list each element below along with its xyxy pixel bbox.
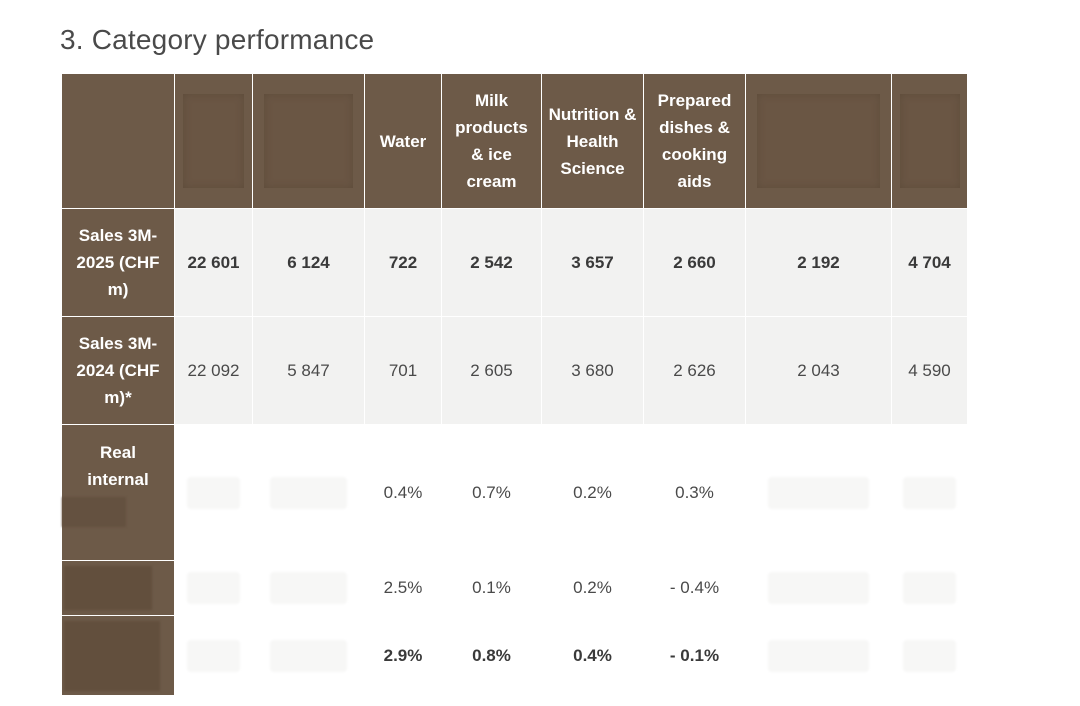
- table-cell: - 0.4%: [643, 560, 746, 616]
- table-cell: 4 704: [891, 208, 968, 317]
- table-cell: [891, 560, 968, 616]
- table-cell: [252, 615, 365, 696]
- header-hidden-3: [745, 73, 892, 209]
- table-cell: 0.3%: [643, 424, 746, 561]
- table-cell: 2.5%: [364, 560, 442, 616]
- header-water: Water: [364, 73, 442, 209]
- table-cell: [745, 615, 892, 696]
- table-cell: 701: [364, 316, 442, 425]
- header-hidden-4: [891, 73, 968, 209]
- table-cell: 0.2%: [541, 560, 644, 616]
- table-cell: 2 043: [745, 316, 892, 425]
- table-cell: 2 192: [745, 208, 892, 317]
- table-cell: - 0.1%: [643, 615, 746, 696]
- header-corner: [61, 73, 175, 209]
- table-cell: 0.8%: [441, 615, 542, 696]
- table-cell: [891, 424, 968, 561]
- table-cell: 2 605: [441, 316, 542, 425]
- table-cell: 5 847: [252, 316, 365, 425]
- page-title: 3. Category performance: [60, 24, 375, 55]
- table-cell: 0.4%: [364, 424, 442, 561]
- header-row: Water Milk products & ice cream Nutritio…: [61, 73, 968, 209]
- header-milk-products: Milk products & ice cream: [441, 73, 542, 209]
- table-cell: 2 542: [441, 208, 542, 317]
- table-row: Sales 3M- 2024 (CHF m)* 22 092 5 847 701…: [61, 316, 968, 425]
- table-cell: [891, 615, 968, 696]
- table-cell: 2 660: [643, 208, 746, 317]
- row-label-sales-2024: Sales 3M- 2024 (CHF m)*: [61, 316, 175, 425]
- redacted-label: [62, 497, 126, 527]
- header-prepared-dishes: Prepared dishes & cooking aids: [643, 73, 746, 209]
- table-cell: [252, 560, 365, 616]
- header-hidden-1: [174, 73, 253, 209]
- table-row: Sales 3M- 2025 (CHF m) 22 601 6 124 722 …: [61, 208, 968, 317]
- row-label-real-internal: Real internal: [61, 424, 175, 561]
- row-label-sales-2025: Sales 3M- 2025 (CHF m): [61, 208, 175, 317]
- table-cell: 722: [364, 208, 442, 317]
- header-hidden-2: [252, 73, 365, 209]
- table-cell: 22 092: [174, 316, 253, 425]
- table-row: 2.9% 0.8% 0.4% - 0.1%: [61, 615, 968, 696]
- table-cell: [252, 424, 365, 561]
- table-cell: 0.7%: [441, 424, 542, 561]
- table-cell: 0.1%: [441, 560, 542, 616]
- table-row: 2.5% 0.1% 0.2% - 0.4%: [61, 560, 968, 616]
- category-performance-table: Water Milk products & ice cream Nutritio…: [61, 73, 968, 696]
- row-label-redacted: [61, 615, 175, 696]
- table-cell: [174, 615, 253, 696]
- table-cell: 0.2%: [541, 424, 644, 561]
- table-cell: 3 680: [541, 316, 644, 425]
- table-cell: 0.4%: [541, 615, 644, 696]
- table-cell: 6 124: [252, 208, 365, 317]
- header-nutrition: Nutrition & Health Science: [541, 73, 644, 209]
- table-cell: 2 626: [643, 316, 746, 425]
- table-cell: 4 590: [891, 316, 968, 425]
- table-cell: [745, 424, 892, 561]
- table-cell: 3 657: [541, 208, 644, 317]
- table-cell: [174, 560, 253, 616]
- table-cell: [174, 424, 253, 561]
- table-cell: 2.9%: [364, 615, 442, 696]
- table-cell: [745, 560, 892, 616]
- row-label-redacted: [61, 560, 175, 616]
- table-cell: 22 601: [174, 208, 253, 317]
- table-row: Real internal 0.4% 0.7% 0.2% 0.3%: [61, 424, 968, 561]
